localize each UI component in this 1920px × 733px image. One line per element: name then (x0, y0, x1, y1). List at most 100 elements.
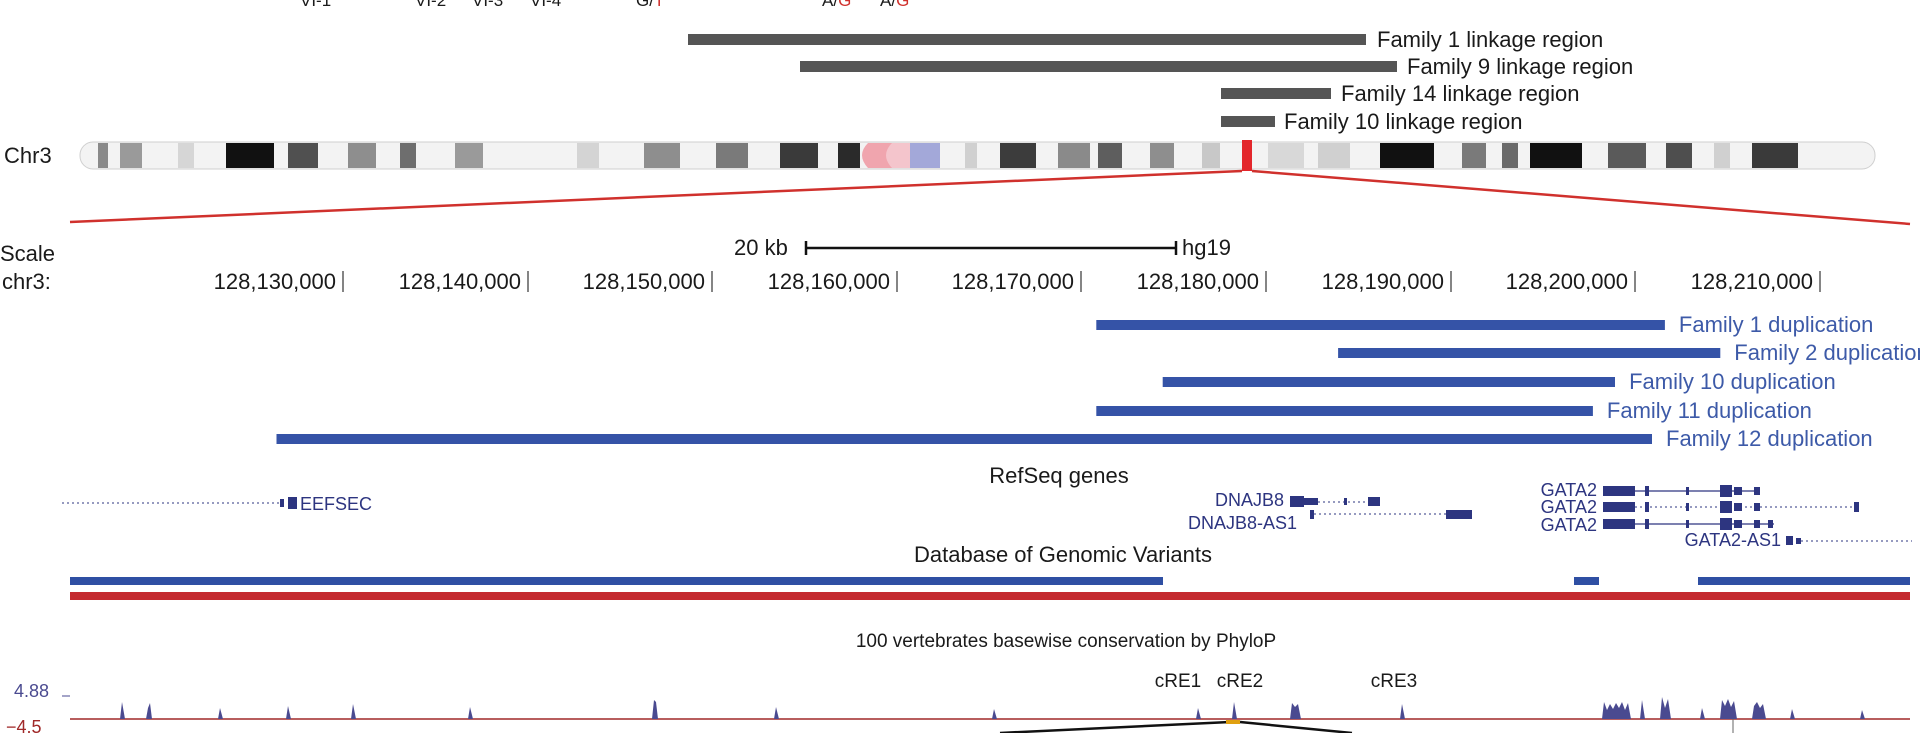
gene-exon-gata2 (1720, 518, 1732, 530)
zoom-line-left (999, 720, 1231, 733)
cytoband (1150, 143, 1174, 168)
cytobands (98, 143, 1798, 168)
gene-exon-gata2 (1603, 519, 1635, 529)
gene-exon-gata2 (1603, 486, 1635, 496)
heterochromatin (910, 143, 940, 168)
linkage-label-family-10: Family 10 linkage region (1284, 109, 1522, 134)
gene-exon-gata2 (1720, 501, 1732, 513)
cytoband (400, 143, 416, 168)
chromosome-label: Chr3 (4, 143, 52, 168)
zoom-line-left (69, 169, 1243, 224)
cytoband (1318, 143, 1350, 168)
tick-label: 128,210,000 (1691, 269, 1813, 294)
gene-exon-gata2 (1686, 503, 1689, 511)
gene-exon-dnajb8 (1368, 497, 1380, 506)
cre-label-3: cRE3 (1371, 671, 1417, 692)
conservation-track: 100 vertebrates basewise conservation by… (6, 631, 1910, 733)
cytoband (1058, 143, 1090, 168)
variant-label-vi4: VI-4 (530, 0, 561, 10)
variant-label-vi2: VI-2 (415, 0, 446, 10)
gene-exon-gata2 (1854, 502, 1859, 512)
chr3-ideogram: Chr3 (4, 140, 1911, 226)
cytoband (226, 143, 274, 168)
conservation-signal (120, 697, 1865, 719)
allele-label-3: A/G (880, 0, 909, 10)
cytoband (1502, 143, 1518, 168)
duplication-bar (276, 434, 1652, 444)
refseq-track: RefSeq genes EEFSEC DNAJB8 DNAJB8-AS1 GA… (62, 463, 1912, 550)
cytoband (178, 143, 194, 168)
linkage-label-family-14: Family 14 linkage region (1341, 81, 1579, 106)
cre2-highlight (1226, 720, 1240, 724)
gene-exon-gata2 (1768, 520, 1773, 528)
conservation-min: −4.5 (6, 717, 42, 733)
cytoband (1268, 143, 1304, 168)
cytoband (644, 143, 680, 168)
duplication-bar (1096, 320, 1665, 330)
duplication-label-family-10: Family 10 duplication (1629, 369, 1836, 394)
chr-label: chr3: (2, 269, 51, 294)
linkage-label-family-1: Family 1 linkage region (1377, 27, 1603, 52)
tick-label: 128,190,000 (1322, 269, 1444, 294)
gene-exon-gata2 (1734, 503, 1742, 511)
gene-exon-dnajb8-as1 (1310, 510, 1314, 519)
cytoband (780, 143, 818, 168)
gene-exon-gata2 (1754, 503, 1760, 511)
cre-label-2: cRE2 (1217, 671, 1263, 692)
cytoband (1752, 143, 1798, 168)
conservation-title: 100 vertebrates basewise conservation by… (856, 631, 1276, 652)
gene-exon-gata2 (1720, 485, 1732, 497)
gene-label-gata2: GATA2 (1541, 515, 1597, 535)
allele-label-1: G/T (636, 0, 664, 10)
cytoband (1666, 143, 1692, 168)
scale-bar-label: 20 kb (734, 235, 788, 260)
cytoband (965, 143, 977, 168)
gene-label-gata2: GATA2 (1541, 480, 1597, 500)
linkage-bar-family-14 (1221, 88, 1331, 99)
gene-label-dnajb8: DNAJB8 (1215, 490, 1284, 510)
cytoband (120, 143, 142, 168)
linkage-bar-family-9 (800, 61, 1397, 72)
coordinate-ruler: 128,130,000 128,140,000 128,150,000 128,… (214, 269, 1821, 294)
cytoband (1530, 143, 1582, 168)
tick-label: 128,150,000 (583, 269, 705, 294)
cytoband (288, 143, 318, 168)
conservation-max: 4.88 (14, 681, 49, 701)
zoom-line-right (1239, 720, 1353, 733)
gene-label-gata2: GATA2 (1541, 497, 1597, 517)
variant-label-vi1: VI-1 (300, 0, 331, 10)
gene-exon-eefsec (288, 497, 297, 509)
top-variant-labels: VI-1 VI-2 VI-3 VI-4 G/T A/G A/G (300, 0, 909, 10)
cytoband (1000, 143, 1036, 168)
gene-exon-dnajb8-as1 (1446, 510, 1472, 519)
variant-label-vi3: VI-3 (472, 0, 503, 10)
gene-exon-gata2 (1645, 519, 1649, 529)
duplication-bar (1338, 348, 1721, 358)
dgv-title: Database of Genomic Variants (914, 542, 1212, 567)
tick-label: 128,160,000 (768, 269, 890, 294)
dgv-track: Database of Genomic Variants (70, 542, 1910, 600)
refseq-title: RefSeq genes (989, 463, 1128, 488)
dgv-blue-segment (1698, 577, 1910, 585)
gene-exon-gata2 (1734, 487, 1742, 495)
gene-exon-gata2 (1645, 486, 1649, 496)
cytoband (1202, 143, 1220, 168)
gene-exon-gata2 (1686, 487, 1689, 495)
gene-label-dnajb8-as1: DNAJB8-AS1 (1188, 513, 1297, 533)
duplication-bar (1096, 406, 1593, 416)
gene-exon-gata2 (1754, 487, 1760, 495)
gene-exon-gata2 (1603, 502, 1635, 512)
centromere-q (886, 143, 910, 168)
gene-exon-dnajb8 (1290, 496, 1304, 507)
gene-exon-gata2 (1754, 520, 1760, 528)
gene-exon-gata2-as1 (1796, 538, 1801, 544)
duplication-label-family-11: Family 11 duplication (1607, 398, 1812, 423)
cytoband (1098, 143, 1122, 168)
gene-exon-gata2 (1686, 520, 1689, 528)
cytoband (1714, 143, 1730, 168)
tick-label: 128,180,000 (1137, 269, 1259, 294)
duplication-tracks: Family 1 duplication Family 2 duplicatio… (276, 312, 1920, 451)
gene-exon-dnajb8 (1304, 498, 1318, 505)
gene-exon-eefsec (280, 499, 284, 507)
